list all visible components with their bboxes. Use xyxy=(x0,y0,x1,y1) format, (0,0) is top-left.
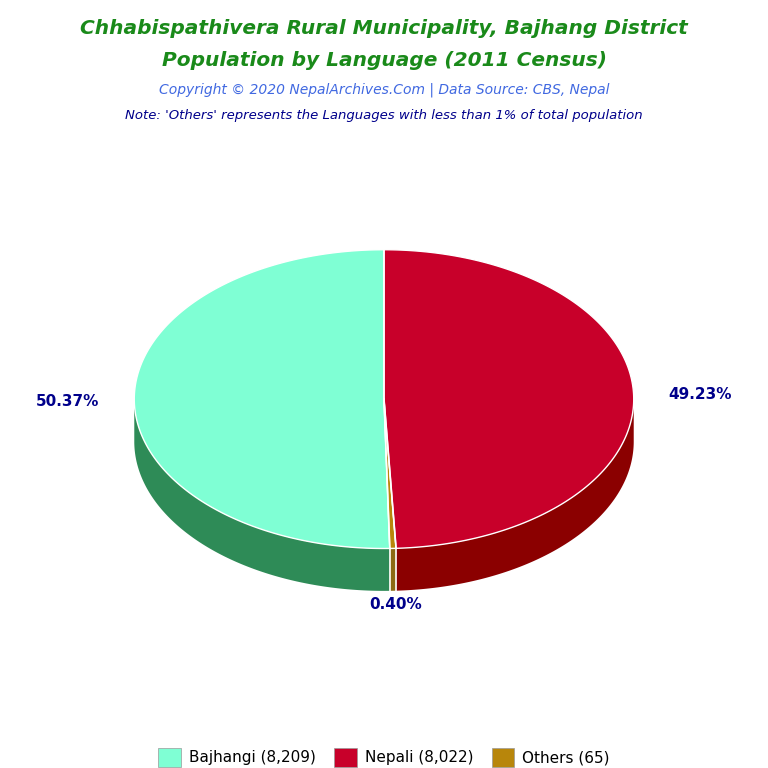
Polygon shape xyxy=(134,400,390,591)
Legend: Bajhangi (8,209), Nepali (8,022), Others (65): Bajhangi (8,209), Nepali (8,022), Others… xyxy=(152,742,616,768)
Polygon shape xyxy=(384,250,634,548)
Polygon shape xyxy=(396,399,634,591)
Text: Copyright © 2020 NepalArchives.Com | Data Source: CBS, Nepal: Copyright © 2020 NepalArchives.Com | Dat… xyxy=(159,82,609,97)
Polygon shape xyxy=(390,548,396,591)
Text: 50.37%: 50.37% xyxy=(36,394,99,409)
Text: 49.23%: 49.23% xyxy=(669,386,732,402)
Text: 0.40%: 0.40% xyxy=(369,597,422,611)
Text: Chhabispathivera Rural Municipality, Bajhang District: Chhabispathivera Rural Municipality, Baj… xyxy=(80,19,688,38)
Text: Population by Language (2011 Census): Population by Language (2011 Census) xyxy=(161,51,607,71)
Polygon shape xyxy=(384,399,396,548)
Text: Note: 'Others' represents the Languages with less than 1% of total population: Note: 'Others' represents the Languages … xyxy=(125,109,643,122)
Polygon shape xyxy=(134,250,390,548)
